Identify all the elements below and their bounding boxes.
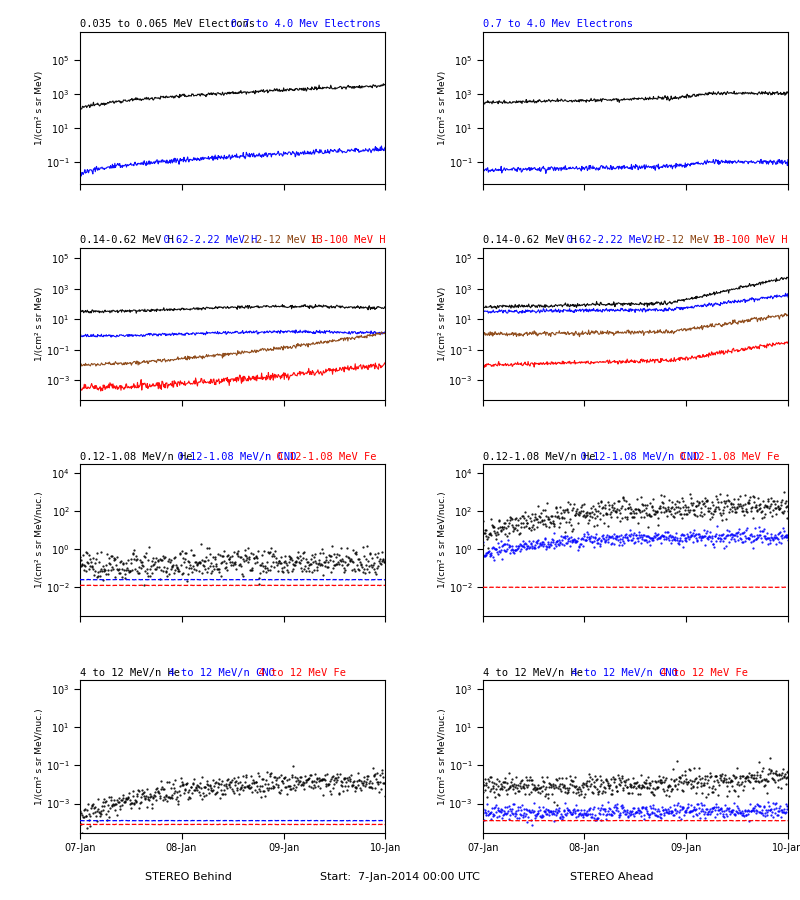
Text: 13-100 MeV H: 13-100 MeV H xyxy=(298,236,385,246)
Text: 13-100 MeV H: 13-100 MeV H xyxy=(701,236,788,246)
Text: 4 to 12 MeV/n CNO: 4 to 12 MeV/n CNO xyxy=(156,668,274,678)
Text: Start:  7-Jan-2014 00:00 UTC: Start: 7-Jan-2014 00:00 UTC xyxy=(320,872,480,882)
Text: 0.7 to 4.0 Mev Electrons: 0.7 to 4.0 Mev Electrons xyxy=(483,19,633,29)
Text: 4 to 12 MeV/n He: 4 to 12 MeV/n He xyxy=(483,668,583,678)
Text: STEREO Ahead: STEREO Ahead xyxy=(570,872,654,882)
Y-axis label: 1/(cm² s sr MeV): 1/(cm² s sr MeV) xyxy=(438,70,447,145)
Text: 4 to 12 MeV/n He: 4 to 12 MeV/n He xyxy=(80,668,180,678)
Y-axis label: 1/(cm² s sr MeV/nuc.): 1/(cm² s sr MeV/nuc.) xyxy=(438,708,447,805)
Text: 0.14-0.62 MeV H: 0.14-0.62 MeV H xyxy=(483,236,577,246)
Y-axis label: 1/(cm² s sr MeV/nuc.): 1/(cm² s sr MeV/nuc.) xyxy=(35,491,45,589)
Text: 2.2-12 MeV H: 2.2-12 MeV H xyxy=(231,236,319,246)
Y-axis label: 1/(cm² s sr MeV/nuc.): 1/(cm² s sr MeV/nuc.) xyxy=(438,491,447,589)
Text: 0.12-1.08 MeV Fe: 0.12-1.08 MeV Fe xyxy=(667,452,780,462)
Text: 0.12-1.08 MeV/n CNO: 0.12-1.08 MeV/n CNO xyxy=(165,452,296,462)
Text: 0.62-2.22 MeV H: 0.62-2.22 MeV H xyxy=(151,236,258,246)
Text: 0.14-0.62 MeV H: 0.14-0.62 MeV H xyxy=(80,236,174,246)
Text: STEREO Behind: STEREO Behind xyxy=(145,872,231,882)
Text: 2.2-12 MeV H: 2.2-12 MeV H xyxy=(634,236,722,246)
Y-axis label: 1/(cm² s sr MeV/nuc.): 1/(cm² s sr MeV/nuc.) xyxy=(35,708,44,805)
Text: 0.7 to 4.0 Mev Electrons: 0.7 to 4.0 Mev Electrons xyxy=(213,19,381,29)
Text: 4 to 12 MeV Fe: 4 to 12 MeV Fe xyxy=(648,668,748,678)
Text: 0.12-1.08 MeV/n He: 0.12-1.08 MeV/n He xyxy=(483,452,595,462)
Y-axis label: 1/(cm² s sr MeV): 1/(cm² s sr MeV) xyxy=(35,70,44,145)
Text: 0.62-2.22 MeV H: 0.62-2.22 MeV H xyxy=(554,236,660,246)
Text: 4 to 12 MeV Fe: 4 to 12 MeV Fe xyxy=(246,668,346,678)
Text: 0.035 to 0.065 MeV Electrons: 0.035 to 0.065 MeV Electrons xyxy=(80,19,255,29)
Text: 0.12-1.08 MeV/n He: 0.12-1.08 MeV/n He xyxy=(80,452,193,462)
Text: 0.12-1.08 MeV/n CNO: 0.12-1.08 MeV/n CNO xyxy=(568,452,699,462)
Y-axis label: 1/(cm² s sr MeV): 1/(cm² s sr MeV) xyxy=(35,287,44,361)
Text: 0.12-1.08 MeV Fe: 0.12-1.08 MeV Fe xyxy=(265,452,377,462)
Text: 4 to 12 MeV/n CNO: 4 to 12 MeV/n CNO xyxy=(558,668,678,678)
Y-axis label: 1/(cm² s sr MeV): 1/(cm² s sr MeV) xyxy=(438,287,447,361)
